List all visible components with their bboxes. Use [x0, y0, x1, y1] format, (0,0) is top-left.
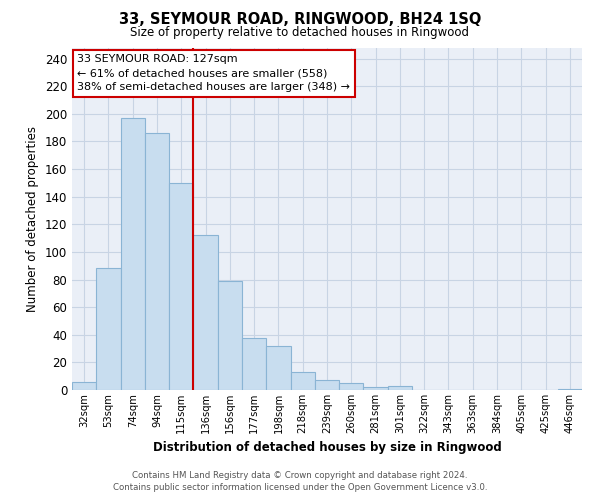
Y-axis label: Number of detached properties: Number of detached properties	[26, 126, 39, 312]
Bar	[364, 387, 388, 390]
Bar	[315, 380, 339, 390]
X-axis label: Distribution of detached houses by size in Ringwood: Distribution of detached houses by size …	[152, 442, 502, 454]
Bar	[218, 281, 242, 390]
Text: 33 SEYMOUR ROAD: 127sqm
← 61% of detached houses are smaller (558)
38% of semi-d: 33 SEYMOUR ROAD: 127sqm ← 61% of detache…	[77, 54, 350, 92]
Text: 33, SEYMOUR ROAD, RINGWOOD, BH24 1SQ: 33, SEYMOUR ROAD, RINGWOOD, BH24 1SQ	[119, 12, 481, 28]
Bar	[121, 118, 145, 390]
Bar	[339, 383, 364, 390]
Bar	[169, 183, 193, 390]
Bar	[242, 338, 266, 390]
Bar	[388, 386, 412, 390]
Bar	[72, 382, 96, 390]
Bar	[266, 346, 290, 390]
Bar	[558, 388, 582, 390]
Bar	[96, 268, 121, 390]
Text: Contains HM Land Registry data © Crown copyright and database right 2024.
Contai: Contains HM Land Registry data © Crown c…	[113, 471, 487, 492]
Bar	[290, 372, 315, 390]
Text: Size of property relative to detached houses in Ringwood: Size of property relative to detached ho…	[131, 26, 470, 39]
Bar	[193, 236, 218, 390]
Bar	[145, 133, 169, 390]
